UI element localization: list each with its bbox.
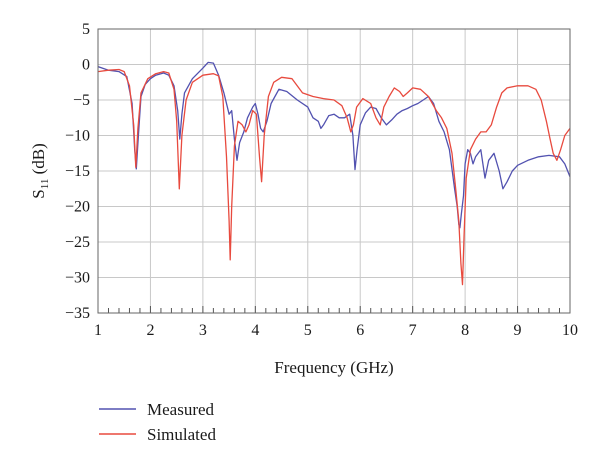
x-tick-label: 4 (251, 322, 259, 339)
y-tick-label: −10 (65, 128, 90, 145)
series-line-simulated (97, 68, 571, 286)
x-tick-labels: 1 2 3 4 5 6 7 8 9 10 (94, 322, 578, 339)
y-axis-title-main: S (29, 189, 48, 198)
series-layer (97, 61, 571, 286)
plot-frame (97, 28, 571, 314)
x-tick-label: 9 (514, 322, 522, 339)
x-tick-label: 5 (304, 322, 312, 339)
y-tick-label: 0 (82, 57, 90, 74)
y-tick-label: −5 (73, 92, 90, 109)
x-tick-label: 8 (461, 322, 469, 339)
x-axis-title: Frequency (GHz) (274, 358, 393, 377)
y-axis-title-subscript: 11 (39, 179, 51, 190)
y-tick-labels: 5 0 −5 −10 −15 −20 −25 −30 −35 (65, 21, 90, 322)
x-tick-label: 7 (409, 322, 417, 339)
y-axis-title-unit: (dB) (29, 143, 48, 178)
legend-label-measured: Measured (147, 400, 215, 419)
y-tick-label: −25 (65, 234, 90, 251)
y-tick-label: −35 (65, 305, 90, 322)
series-line-measured (97, 61, 571, 229)
x-tick-label: 10 (562, 322, 578, 339)
x-tick-label: 2 (146, 322, 154, 339)
legend: Measured Simulated (99, 400, 216, 444)
legend-label-simulated: Simulated (147, 425, 216, 444)
y-tick-label: −30 (65, 270, 90, 287)
x-tick-label: 6 (356, 322, 364, 339)
y-tick-label: −15 (65, 163, 90, 180)
y-tick-label: −20 (65, 199, 90, 216)
x-tick-label: 3 (199, 322, 207, 339)
y-axis-title: S11 (dB) (29, 143, 51, 198)
y-tick-label: 5 (82, 21, 90, 38)
x-tick-label: 1 (94, 322, 102, 339)
minor-ticks (97, 306, 571, 313)
